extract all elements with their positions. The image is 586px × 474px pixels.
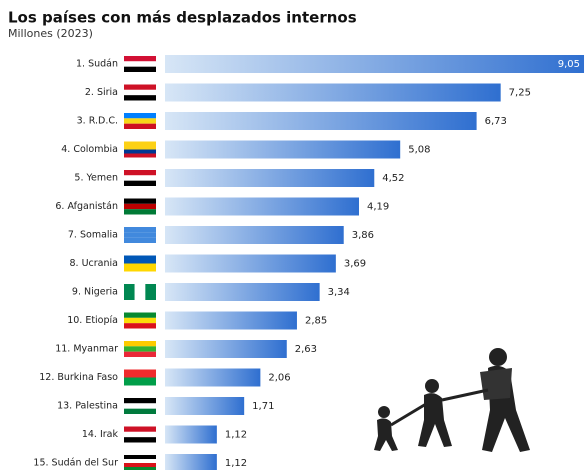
category-label: 12. Burkina Faso <box>39 372 118 383</box>
flag-stripe <box>124 403 156 409</box>
value-label: 2,06 <box>268 373 290 384</box>
bar <box>165 454 217 472</box>
flag-stripe <box>124 426 156 432</box>
flag-stripe <box>124 153 156 158</box>
category-label: 1. Sudán <box>76 59 118 70</box>
value-label: 3,69 <box>344 259 366 270</box>
flag-stripe <box>124 437 156 443</box>
bar <box>165 197 359 216</box>
flag-stripe <box>124 237 156 243</box>
flag-stripe <box>124 263 156 272</box>
value-label: 4,52 <box>382 173 404 184</box>
flag-stripe <box>124 175 156 181</box>
bar <box>165 112 477 130</box>
value-label: 5,08 <box>408 145 430 156</box>
flag-stripe <box>124 341 156 347</box>
flag-stripe <box>124 408 156 414</box>
flag-stripe <box>124 203 156 210</box>
category-label: 15. Sudán del Sur <box>33 458 118 469</box>
value-label: 2,63 <box>295 344 317 355</box>
flag-stripe <box>134 284 146 300</box>
flag-stripe <box>124 377 156 386</box>
value-label: 3,86 <box>352 230 374 241</box>
flag-stripe <box>124 118 156 124</box>
category-label: 10. Etiopía <box>67 315 118 326</box>
flag-stripe <box>124 323 156 329</box>
flag-stripe <box>124 113 156 119</box>
value-label: 6,73 <box>485 116 507 127</box>
value-label: 2,85 <box>305 316 327 327</box>
flag-stripe <box>124 145 156 150</box>
flag-stripe <box>124 227 156 233</box>
flag-stripe <box>124 149 156 154</box>
flag-stripe <box>124 369 156 378</box>
category-label: 5. Yemen <box>74 173 118 184</box>
flag-stripe <box>124 89 156 96</box>
flag-stripe <box>124 346 156 352</box>
bar <box>165 397 245 415</box>
flag-stripe <box>124 398 156 404</box>
flag-stripe <box>124 284 135 300</box>
flag-stripe <box>124 317 156 324</box>
value-label: 4,19 <box>367 202 389 213</box>
bar <box>165 311 297 330</box>
flag-stripe <box>124 455 156 459</box>
chart-title: Los países con más desplazados internos <box>8 9 357 27</box>
value-label: 3,34 <box>328 287 350 298</box>
bar <box>165 368 261 387</box>
flag-stripe <box>124 180 156 186</box>
flag-stripe <box>124 467 156 471</box>
bar <box>165 283 320 301</box>
bar <box>165 83 501 102</box>
value-label: 1,12 <box>225 458 247 469</box>
flag-stripe <box>124 61 156 67</box>
flag-stripe <box>124 56 156 62</box>
flag-stripe <box>124 141 156 146</box>
category-label: 14. Irak <box>82 429 119 440</box>
flag-stripe <box>124 123 156 129</box>
bar <box>165 340 287 358</box>
category-label: 7. Somalia <box>68 230 118 241</box>
bar <box>165 425 217 444</box>
category-label: 13. Palestina <box>57 401 118 412</box>
value-label: 9,05 <box>558 59 580 70</box>
flag-stripe <box>124 232 156 238</box>
flag-stripe <box>124 312 156 318</box>
category-label: 8. Ucrania <box>70 258 118 269</box>
flag-stripe <box>124 255 156 264</box>
category-label: 2. Siria <box>85 87 118 98</box>
flag-stripe <box>124 198 156 204</box>
bar <box>165 254 336 273</box>
silhouette <box>374 348 530 452</box>
flag-stripe <box>124 95 156 101</box>
flag-stripe <box>124 463 156 467</box>
flag-stripe <box>124 170 156 176</box>
category-label: 4. Colombia <box>61 144 118 155</box>
bar <box>165 226 344 244</box>
flag-stripe <box>145 284 156 300</box>
value-label: 1,71 <box>252 401 274 412</box>
flag-stripe <box>124 209 156 215</box>
flag-stripe <box>124 431 156 438</box>
category-label: 9. Nigeria <box>72 287 118 298</box>
value-label: 7,25 <box>509 88 531 99</box>
flag-stripe <box>124 351 156 357</box>
flag-stripe <box>124 459 156 463</box>
category-label: 6. Afganistán <box>55 201 118 212</box>
chart-subtitle: Millones (2023) <box>8 27 93 40</box>
bar <box>165 169 375 187</box>
value-label: 1,12 <box>225 430 247 441</box>
category-label: 11. Myanmar <box>55 344 118 355</box>
bar <box>165 55 585 73</box>
category-label: 3. R.D.C. <box>77 116 118 127</box>
flag-stripe <box>124 84 156 90</box>
bar <box>165 140 401 159</box>
flag-stripe <box>124 66 156 72</box>
